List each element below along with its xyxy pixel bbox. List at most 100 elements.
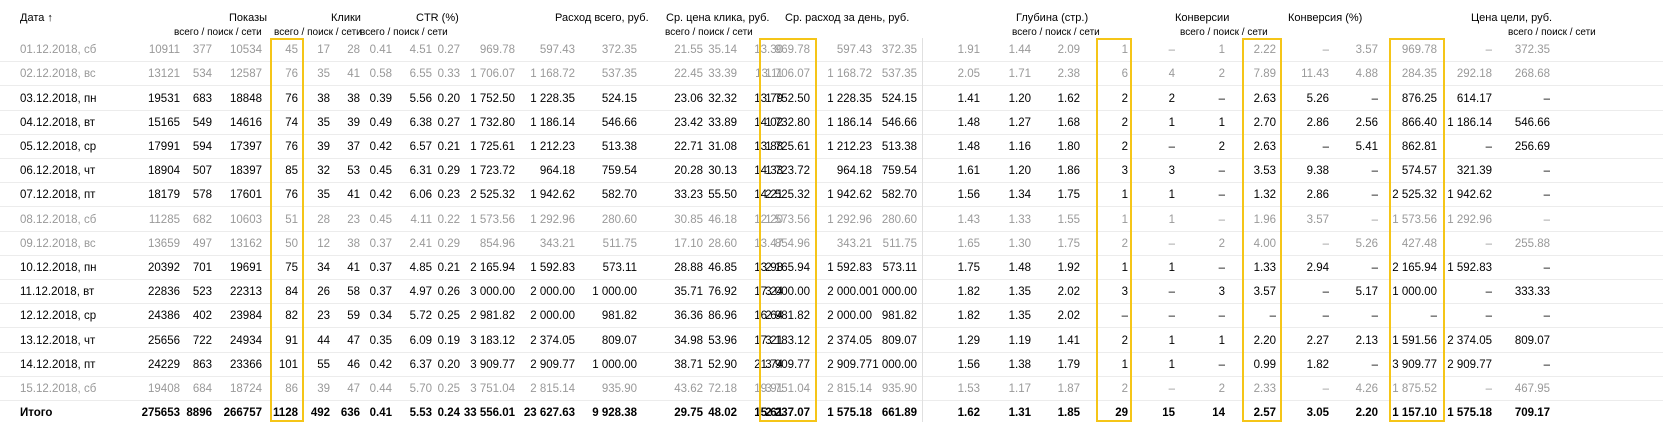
table-cell: 101 bbox=[278, 358, 298, 371]
table-cell: 3 bbox=[1121, 165, 1128, 178]
table-cell: 6.55 bbox=[409, 68, 432, 81]
table-cell: 21.74 bbox=[754, 358, 783, 371]
table-cell: 534 bbox=[192, 68, 212, 81]
header-sub-shows: всего / поиск / сети bbox=[174, 27, 262, 38]
table-cell: – bbox=[1322, 286, 1329, 299]
table-cell: – bbox=[1322, 310, 1329, 323]
header-goal-cost[interactable]: Цена цели, руб. bbox=[1471, 12, 1553, 24]
table-cell: 1.75 bbox=[957, 261, 980, 274]
table-cell: – bbox=[1371, 165, 1378, 178]
table-cell: 1.71 bbox=[1008, 68, 1031, 81]
table-cell: 6.57 bbox=[409, 140, 432, 153]
table-cell: 13.98 bbox=[754, 261, 783, 274]
table-cell: 1.17 bbox=[1008, 382, 1031, 395]
table-cell: 0.33 bbox=[437, 68, 460, 81]
table-cell: 3 000.00 bbox=[470, 286, 515, 299]
table-cell: 1 bbox=[1121, 213, 1128, 226]
table-cell: – bbox=[1485, 286, 1492, 299]
table-cell: 38 bbox=[347, 92, 360, 105]
table-cell: 537.35 bbox=[601, 68, 637, 81]
table-cell: 1 bbox=[1121, 44, 1128, 57]
table-cell: 2.56 bbox=[1355, 116, 1378, 129]
table-cell: 52.90 bbox=[708, 358, 737, 371]
table-cell: 1.41 bbox=[1057, 334, 1080, 347]
table-cell: 12.20 bbox=[754, 213, 783, 226]
table-cell: 0.39 bbox=[369, 92, 392, 105]
header-spend[interactable]: Расход всего, руб. bbox=[555, 12, 649, 24]
table-cell: 1 575.18 bbox=[827, 407, 872, 420]
header-conversions[interactable]: Конверсии bbox=[1175, 12, 1230, 24]
table-cell: – bbox=[1168, 237, 1175, 250]
table-cell: 0.42 bbox=[369, 140, 392, 153]
table-cell: – bbox=[1371, 261, 1378, 274]
table-cell: 1.38 bbox=[1008, 358, 1031, 371]
table-cell: 0.23 bbox=[437, 189, 460, 202]
table-cell: 862.81 bbox=[1401, 140, 1437, 153]
table-cell: 1 723.72 bbox=[765, 165, 810, 178]
table-cell: 6.09 bbox=[409, 334, 432, 347]
table-cell: 964.18 bbox=[836, 165, 872, 178]
table-cell: 1 592.83 bbox=[827, 261, 872, 274]
header-daily-spend[interactable]: Ср. расход за день, руб. bbox=[785, 12, 910, 24]
table-cell: 22313 bbox=[230, 286, 262, 299]
table-cell: 2 bbox=[1121, 92, 1128, 105]
header-depth[interactable]: Глубина (стр.) bbox=[1016, 12, 1089, 24]
table-cell: 5.26 bbox=[1355, 237, 1378, 250]
table-cell: 17 bbox=[317, 44, 330, 57]
table-cell: 256.69 bbox=[1514, 140, 1550, 153]
table-cell: 2.20 bbox=[1355, 407, 1378, 420]
table-cell: 981.82 bbox=[601, 310, 637, 323]
table-cell: 0.41 bbox=[369, 407, 392, 420]
table-cell: 13.88 bbox=[754, 140, 783, 153]
row-divider bbox=[0, 327, 1663, 329]
table-cell: 22.45 bbox=[674, 68, 703, 81]
date-cell: 09.12.2018, вс bbox=[20, 237, 96, 250]
table-cell: 51 bbox=[285, 213, 298, 226]
table-cell: 1 942.62 bbox=[1447, 189, 1492, 202]
table-cell: 1 725.61 bbox=[470, 140, 515, 153]
table-cell: 3 000.00 bbox=[765, 286, 810, 299]
table-cell: 3.57 bbox=[1253, 286, 1276, 299]
header-clicks[interactable]: Клики bbox=[331, 12, 361, 24]
table-cell: – bbox=[1371, 358, 1378, 371]
header-ctr[interactable]: CTR (%) bbox=[416, 12, 459, 24]
header-sub-cpc: всего / поиск / сети bbox=[665, 27, 753, 38]
table-cell: 45 bbox=[285, 44, 298, 57]
highlight-goal-cost bbox=[1389, 38, 1445, 422]
table-cell: 24934 bbox=[230, 334, 262, 347]
table-cell: 492 bbox=[310, 407, 330, 420]
header-shows[interactable]: Показы bbox=[229, 12, 268, 24]
date-cell: 11.12.2018, вт bbox=[20, 286, 95, 299]
table-cell: – bbox=[1430, 310, 1437, 323]
table-cell: 511.75 bbox=[602, 237, 637, 250]
table-cell: 29.75 bbox=[674, 407, 703, 420]
table-cell: 1 575.18 bbox=[1447, 407, 1492, 420]
table-cell: 2 525.32 bbox=[470, 189, 515, 202]
table-cell: 3 183.12 bbox=[765, 334, 810, 347]
table-cell: 0.44 bbox=[369, 382, 392, 395]
header-date[interactable]: Дата ↑ bbox=[20, 12, 53, 24]
table-cell: 2 165.94 bbox=[765, 261, 810, 274]
table-cell: 9.38 bbox=[1306, 165, 1329, 178]
header-conv-rate[interactable]: Конверсия (%) bbox=[1288, 12, 1363, 24]
table-cell: 524.15 bbox=[601, 92, 637, 105]
table-cell: 0.24 bbox=[437, 407, 460, 420]
table-cell: 34 bbox=[317, 261, 330, 274]
table-cell: 2 165.94 bbox=[1392, 261, 1437, 274]
header-cpc[interactable]: Ср. цена клика, руб. bbox=[666, 12, 770, 24]
table-cell: 2.86 bbox=[1306, 189, 1329, 202]
table-cell: 2 bbox=[1121, 116, 1128, 129]
table-cell: 41 bbox=[347, 68, 360, 81]
date-cell: 05.12.2018, ср bbox=[20, 140, 97, 153]
table-cell: 35.71 bbox=[674, 286, 703, 299]
date-cell: 15.12.2018, сб bbox=[20, 382, 97, 395]
table-cell: 5.56 bbox=[409, 92, 432, 105]
table-cell: 1 752.50 bbox=[765, 92, 810, 105]
table-cell: 17601 bbox=[230, 189, 262, 202]
table-cell: 0.29 bbox=[437, 237, 460, 250]
table-cell: 15.61 bbox=[754, 407, 783, 420]
table-cell: 32.32 bbox=[708, 92, 737, 105]
date-cell: 13.12.2018, чт bbox=[20, 334, 96, 347]
table-cell: 18904 bbox=[148, 165, 180, 178]
